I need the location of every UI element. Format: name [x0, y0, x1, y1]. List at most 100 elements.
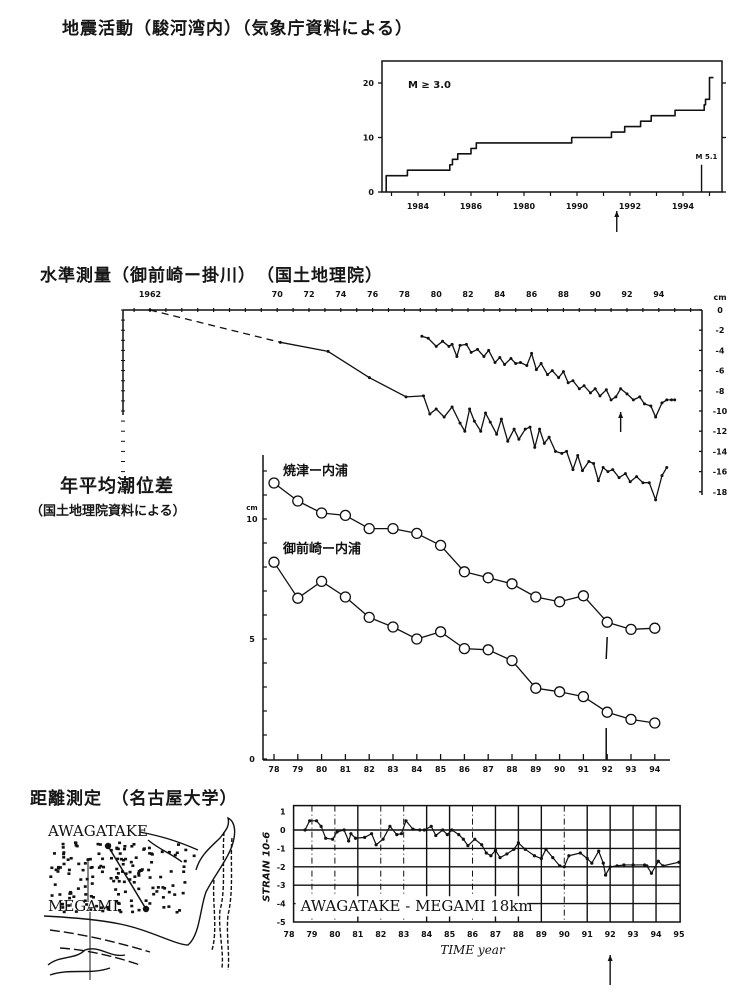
- terrain-dot: [85, 903, 89, 906]
- x-tick-label: 92: [605, 930, 616, 939]
- data-point: [601, 466, 605, 470]
- data-point: [268, 477, 280, 489]
- x-tick-label: 81: [352, 930, 364, 939]
- arrow-marker-head: [607, 955, 613, 961]
- terrain-dot: [53, 883, 57, 886]
- data-point: [546, 373, 549, 377]
- data-point: [625, 713, 637, 726]
- terrain-dot: [62, 856, 66, 859]
- distance-title: 距離測定 （名古屋大学）: [30, 789, 238, 809]
- data-point: [434, 539, 447, 552]
- terrain-dot: [98, 843, 102, 846]
- series-lower-dashed: [149, 309, 281, 343]
- data-point: [517, 437, 521, 441]
- terrain-dots: [49, 841, 196, 914]
- terrain-dot: [84, 893, 88, 896]
- terrain-dot: [171, 884, 175, 887]
- terrain-dot: [115, 876, 119, 879]
- coast-contours: [211, 831, 233, 971]
- data-point: [577, 590, 590, 602]
- y-tick-label: -1: [277, 844, 286, 853]
- terrain-dot: [101, 857, 105, 861]
- terrain-dot: [131, 910, 135, 914]
- data-point: [587, 460, 591, 463]
- terrain-dot: [121, 870, 125, 873]
- x-tick-label: 79: [292, 765, 304, 774]
- data-point: [532, 854, 537, 858]
- station-megami: [142, 905, 150, 913]
- terrain-dot: [69, 856, 73, 860]
- y-tick-label: -18: [713, 488, 728, 497]
- data-point: [445, 833, 449, 837]
- data-point: [464, 342, 468, 346]
- data-point: [458, 566, 471, 578]
- data-point: [538, 427, 542, 431]
- data-point: [369, 832, 374, 836]
- y-unit-label: cm: [246, 504, 257, 512]
- data-point: [597, 849, 601, 853]
- x-tick-label: 94: [650, 930, 662, 939]
- terrain-dot: [67, 868, 71, 872]
- data-point: [363, 522, 375, 535]
- data-point: [395, 833, 399, 837]
- cumulative-count-line: [385, 76, 714, 192]
- annotation-label: AWAGATAKE - MEGAMI 18km: [300, 897, 533, 915]
- x-tick-label: 89: [536, 930, 548, 939]
- terrain-dot: [117, 880, 121, 883]
- data-point: [530, 351, 534, 355]
- data-point: [315, 507, 328, 519]
- x-tick-label: 78: [283, 930, 295, 939]
- terrain-dot: [155, 890, 159, 893]
- data-point: [488, 420, 492, 424]
- terrain-dot: [137, 887, 141, 891]
- y-tick-label: -14: [713, 447, 728, 456]
- x-tick-label: 91: [578, 765, 590, 774]
- terrain-dot: [68, 896, 72, 900]
- leveling-title: 水準測量（御前崎ー掛川） （国土地理院）: [40, 266, 383, 286]
- terrain-dot: [76, 887, 80, 890]
- tide-source: （国土地理院資料による）: [30, 504, 186, 519]
- y-tick-label: -2: [716, 326, 725, 335]
- data-point: [528, 425, 532, 429]
- terrain-dot: [115, 899, 119, 903]
- data-point: [601, 861, 605, 865]
- data-point: [588, 391, 592, 395]
- data-point: [421, 394, 425, 398]
- river-line: [139, 831, 199, 863]
- terrain-dot: [132, 880, 136, 884]
- data-point: [642, 402, 646, 406]
- y-axis-label: STRAIN 10-6: [262, 832, 273, 902]
- x-tick-label: 1990: [566, 202, 589, 211]
- terrain-dot: [56, 865, 60, 869]
- data-point: [571, 468, 575, 472]
- terrain-dot: [119, 857, 123, 861]
- data-point: [363, 611, 375, 624]
- x-tick-label: 90: [590, 290, 602, 299]
- data-point: [641, 481, 645, 485]
- data-point: [614, 395, 618, 399]
- data-point: [411, 527, 423, 540]
- data-point: [530, 591, 542, 603]
- x-tick-label: 1994: [672, 202, 695, 211]
- data-point: [381, 837, 385, 841]
- data-point: [623, 472, 627, 476]
- data-point: [590, 861, 594, 865]
- x-tick-label: 88: [513, 930, 525, 939]
- terrain-dot: [116, 872, 120, 875]
- terrain-dot: [173, 893, 177, 896]
- x-tick-label: 86: [459, 765, 471, 774]
- data-point: [550, 369, 554, 373]
- data-point: [647, 481, 651, 485]
- terrain-dot: [112, 879, 116, 883]
- data-point: [315, 575, 328, 588]
- terrain-dot: [121, 862, 125, 866]
- data-point: [534, 368, 538, 372]
- data-point: [461, 837, 465, 841]
- x-tick-label: 80: [329, 930, 341, 939]
- data-point: [533, 445, 537, 449]
- magnitude-label: M ≥ 3.0: [408, 80, 451, 91]
- y-tick-label: -2: [277, 863, 286, 872]
- data-point: [558, 864, 562, 868]
- data-point: [420, 334, 424, 338]
- data-point: [404, 395, 408, 399]
